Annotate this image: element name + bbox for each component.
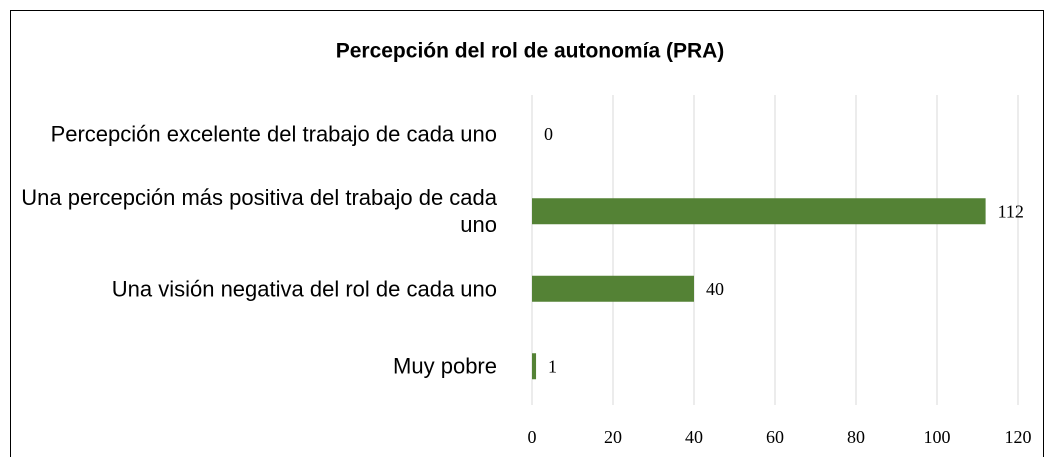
y-tick-label: Una visión negativa del rol de cada uno	[111, 276, 497, 302]
y-tick-label: Muy pobre	[393, 353, 497, 379]
chart-title: Percepción del rol de autonomía (PRA)	[336, 40, 725, 63]
x-tick-label: 80	[847, 427, 865, 447]
value-label: 112	[998, 201, 1024, 221]
bar	[532, 275, 694, 302]
x-tick-label: 120	[1005, 427, 1032, 447]
x-tick-label: 40	[685, 427, 703, 447]
x-tick-label: 0	[528, 427, 537, 447]
bar	[532, 353, 537, 380]
bar	[532, 198, 986, 225]
x-tick-label: 20	[604, 427, 622, 447]
x-tick-label: 100	[924, 427, 951, 447]
value-label: 1	[548, 356, 557, 376]
value-label: 40	[706, 279, 724, 299]
y-tick-label: Percepción excelente del trabajo de cada…	[50, 121, 497, 147]
chart-frame	[10, 10, 1044, 457]
x-tick-label: 60	[766, 427, 784, 447]
value-label: 0	[544, 124, 553, 144]
y-tick-label: Una percepción más positiva del trabajo …	[21, 185, 497, 238]
